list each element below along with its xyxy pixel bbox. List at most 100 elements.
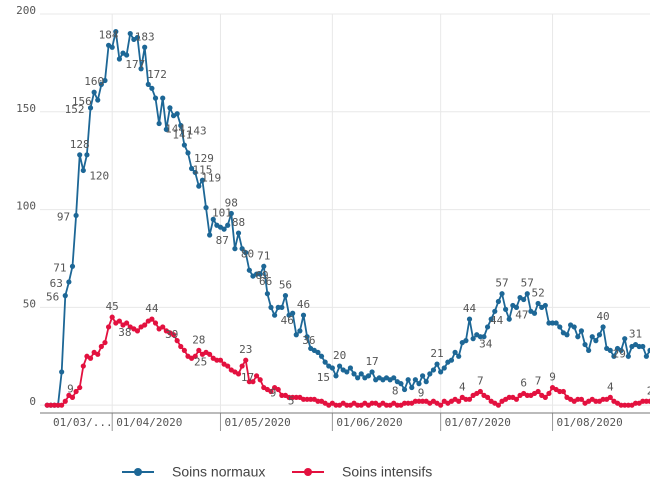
data-label: 87: [216, 234, 229, 247]
point: [73, 388, 79, 395]
point: [203, 205, 209, 211]
point: [322, 359, 328, 365]
point: [513, 396, 520, 402]
point: [102, 77, 108, 84]
point: [174, 338, 180, 344]
point: [531, 310, 538, 316]
point: [188, 165, 195, 172]
point: [448, 357, 455, 363]
point: [438, 402, 444, 408]
point: [192, 169, 198, 176]
point: [647, 347, 650, 354]
point: [383, 402, 390, 408]
point: [546, 390, 552, 397]
data-label: 57: [521, 277, 534, 290]
data-label: 8: [392, 385, 399, 398]
point: [210, 216, 216, 222]
data-label: 128: [70, 138, 90, 151]
data-label: 31: [629, 328, 642, 341]
point: [463, 396, 469, 402]
point: [152, 320, 159, 326]
point: [98, 343, 104, 350]
point: [87, 355, 94, 361]
point: [427, 371, 433, 377]
point: [268, 388, 274, 395]
data-label: 45: [106, 300, 119, 313]
point: [611, 353, 617, 359]
point: [290, 310, 296, 316]
point: [261, 263, 267, 269]
point: [243, 250, 249, 256]
point: [589, 334, 595, 340]
point: [142, 322, 148, 328]
point: [80, 363, 86, 369]
point: [246, 267, 252, 273]
y-tick-label: 0: [29, 395, 36, 408]
data-label: 44: [463, 302, 477, 315]
point: [347, 365, 354, 371]
point: [286, 394, 292, 400]
data-label: 56: [279, 279, 292, 292]
point: [632, 400, 639, 406]
data-label: 9: [270, 387, 277, 400]
point: [484, 324, 491, 330]
point: [297, 328, 303, 334]
point: [557, 388, 563, 395]
point: [199, 177, 206, 183]
point: [69, 394, 76, 400]
point: [98, 81, 104, 88]
point: [109, 314, 115, 320]
data-label: 46: [297, 298, 310, 311]
point: [207, 351, 213, 357]
y-tick-label: 200: [16, 4, 36, 17]
data-label: 52: [531, 286, 544, 299]
point: [315, 349, 321, 355]
data-label: 38: [118, 326, 131, 339]
point: [607, 347, 613, 354]
point: [409, 384, 415, 391]
point: [51, 402, 58, 408]
x-tick-label: 01/04/2020: [116, 416, 182, 429]
data-label: 29: [613, 347, 626, 360]
point: [275, 386, 281, 393]
point: [149, 316, 155, 322]
point: [300, 312, 307, 318]
point: [124, 320, 130, 326]
data-label: 23: [239, 343, 252, 356]
point: [636, 343, 642, 350]
data-label: 4: [607, 380, 614, 393]
series-line: [47, 31, 650, 407]
point: [116, 318, 123, 324]
data-label: 2: [647, 384, 650, 397]
data-label: 5: [288, 394, 295, 407]
data-label: 101: [212, 207, 232, 220]
legend-marker: [134, 468, 142, 476]
data-label: 15: [317, 371, 330, 384]
point: [279, 304, 285, 310]
point: [235, 230, 242, 236]
data-label: 34: [479, 338, 493, 351]
x-tick-label: 01/06/2020: [336, 416, 402, 429]
point: [477, 334, 483, 340]
point: [134, 34, 141, 41]
data-label: 63: [50, 277, 63, 290]
point: [225, 363, 231, 369]
point: [102, 339, 108, 346]
point: [253, 271, 260, 277]
data-label: 28: [192, 333, 205, 346]
point: [207, 232, 213, 238]
point: [113, 29, 119, 35]
point: [553, 320, 559, 326]
point: [344, 369, 350, 375]
data-label: 183: [135, 30, 155, 43]
data-label: 7: [535, 374, 542, 387]
data-label: 17: [241, 371, 254, 384]
point: [369, 369, 375, 375]
x-tick-label: 01/03/...: [53, 416, 113, 429]
data-label: 141: [172, 128, 192, 141]
point: [156, 120, 162, 127]
point: [470, 336, 476, 342]
point: [391, 375, 397, 381]
point: [109, 44, 115, 50]
point: [232, 246, 238, 252]
